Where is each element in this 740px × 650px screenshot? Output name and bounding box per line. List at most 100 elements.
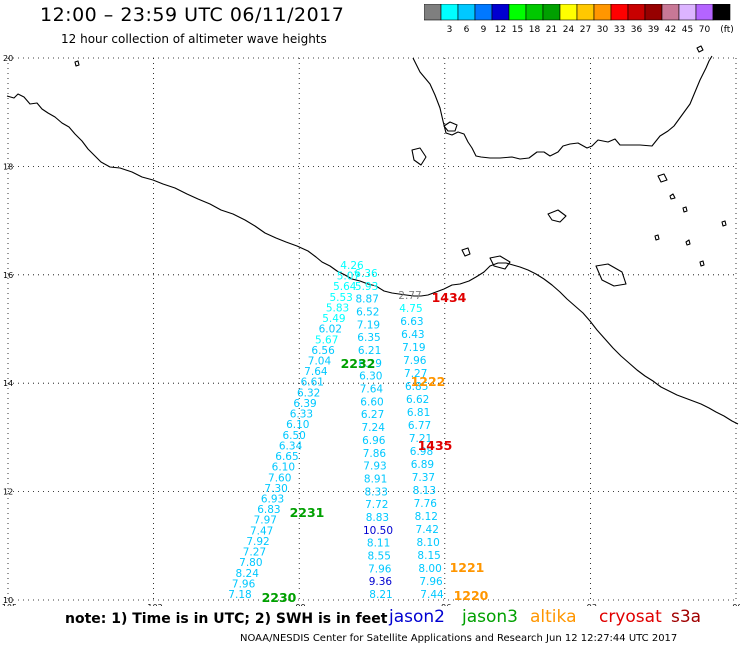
wave-height-value: 8.11 (367, 538, 390, 550)
scale-label: 24 (563, 25, 575, 35)
wave-height-value: 7.47 (250, 525, 273, 537)
wave-height-value: 7.24 (362, 422, 386, 434)
wave-height-value: 8.13 (413, 485, 436, 497)
wave-height-value: 7.93 (363, 461, 386, 473)
wave-height-value: 6.85 (405, 381, 428, 393)
gulf-island (411, 147, 427, 166)
wave-height-value: 7.21 (409, 433, 432, 445)
satellite-name-jason3: jason3 (462, 607, 518, 627)
wave-height-value: 5.93 (355, 281, 378, 293)
latitude-tick-labels: 10 12 14 16 18 20 (3, 54, 13, 605)
lat-label: 14 (3, 379, 13, 388)
wave-height-value: 4.26 (340, 260, 364, 272)
map-subtitle: 12 hour collection of altimeter wave hei… (61, 32, 327, 46)
scale-label: 12 (495, 25, 506, 35)
wave-height-values: 4.265.075.645.535.835.496.025.676.567.04… (228, 260, 444, 601)
wave-height-value: 6.35 (357, 332, 380, 344)
scale-label: 45 (682, 25, 693, 35)
satellite-name-s3a: s3a (671, 607, 702, 627)
lon-label: -96 (438, 603, 451, 606)
pass-time-label: 1220 (454, 588, 489, 603)
pass-time-label: 1222 (411, 374, 446, 389)
scale-label: 15 (512, 25, 523, 35)
pass-time-label: 2231 (290, 505, 325, 520)
wave-height-value: 6.33 (290, 409, 313, 421)
islet-1 (696, 45, 704, 53)
wave-height-value: 6.52 (356, 307, 379, 319)
lon-label: -105 (0, 603, 17, 606)
lat-label: 10 (3, 596, 13, 605)
wave-height-value: 6.39 (293, 398, 316, 410)
wave-height-value: 6.02 (319, 324, 342, 336)
lake-outline-3 (547, 209, 567, 223)
lat-label: 16 (3, 271, 13, 280)
wave-height-value: 7.27 (243, 547, 266, 559)
wave-height-value: 7.19 (402, 342, 425, 354)
scale-label: 18 (529, 25, 541, 35)
wave-height-value: 7.30 (264, 483, 287, 495)
wave-height-value: 4.75 (399, 303, 422, 315)
lake-outline-5 (657, 173, 668, 183)
wave-height-value: 9.36 (369, 576, 393, 588)
wave-height-value: 6.10 (272, 462, 295, 474)
wave-height-value: 8.10 (416, 537, 439, 549)
satellite-name-cryosat: cryosat (599, 607, 662, 627)
wave-height-value: 8.83 (366, 512, 389, 524)
scale-label: 33 (614, 25, 625, 35)
pacific-coastline (6, 93, 739, 425)
yucatan-lagoon (443, 121, 458, 132)
wave-height-value: 7.42 (416, 524, 439, 536)
wave-height-value: 5.07 (337, 271, 360, 283)
scale-label: 21 (546, 25, 557, 35)
wave-height-value: 6.89 (411, 459, 434, 471)
lon-label: -99 (293, 603, 306, 606)
wave-height-value: 8.21 (369, 589, 392, 601)
wave-height-value: 6.50 (282, 430, 305, 442)
satellite-name-altika: altika (530, 607, 577, 627)
wave-height-value: 8.33 (365, 486, 388, 498)
scale-label: 6 (464, 25, 470, 35)
wave-height-value: 7.96 (232, 578, 256, 590)
scale-label: 70 (699, 25, 711, 35)
wave-height-value: 7.92 (246, 536, 269, 548)
coastline (6, 45, 739, 425)
wave-height-value: 7.72 (365, 499, 388, 511)
pass-time-label: 2232 (341, 356, 376, 371)
lat-label: 12 (3, 488, 13, 497)
wave-height-value: 2.77 (398, 290, 421, 302)
lake-outline-2 (595, 263, 627, 287)
scale-label: 36 (631, 25, 643, 35)
map-title: 12:00 – 23:59 UTC 06/11/2017 (40, 4, 345, 26)
scale-unit: (ft) (720, 25, 734, 35)
wave-height-value: 6.60 (360, 396, 383, 408)
islet-2 (669, 193, 676, 200)
wave-height-value: 6.21 (358, 345, 381, 357)
grid-lines (7, 57, 737, 601)
islet-4 (721, 220, 727, 227)
pass-time-label: 2230 (262, 590, 297, 605)
wave-height-value: 6.93 (261, 493, 284, 505)
wave-height-value: 8.12 (415, 511, 438, 523)
pass-time-label: 1434 (432, 290, 467, 305)
wave-height-value: 10.50 (363, 525, 393, 537)
wave-height-value: 7.96 (368, 563, 392, 575)
wave-height-value: 6.62 (406, 394, 429, 406)
pass-time-label: 1435 (418, 438, 453, 453)
wave-height-value: 7.86 (363, 448, 387, 460)
wave-height-value: 6.36 (354, 268, 378, 280)
wave-height-value: 7.37 (412, 472, 435, 484)
wave-height-value: 6.63 (400, 316, 423, 328)
color-scale-legend: 3 6 9 12 15 18 21 24 27 30 33 36 39 42 45 70 (ft) (424, 4, 734, 35)
lat-label: 20 (3, 54, 13, 63)
scale-label: 27 (580, 25, 591, 35)
pass-time-labels: 2232 2231 2230 1434 1435 1222 1221 1220 (262, 290, 489, 605)
wave-height-value: 5.49 (322, 313, 345, 325)
wave-height-value: 6.56 (311, 345, 335, 357)
longitude-tick-labels: -105 -102 -99 -96 -93 -90 (0, 603, 740, 606)
wave-height-value: 6.10 (286, 419, 309, 431)
wave-height-value: 6.34 (279, 440, 303, 452)
wave-height-value: 7.64 (360, 384, 384, 396)
wave-height-value: 8.15 (417, 550, 440, 562)
wave-height-value: 6.96 (362, 435, 386, 447)
